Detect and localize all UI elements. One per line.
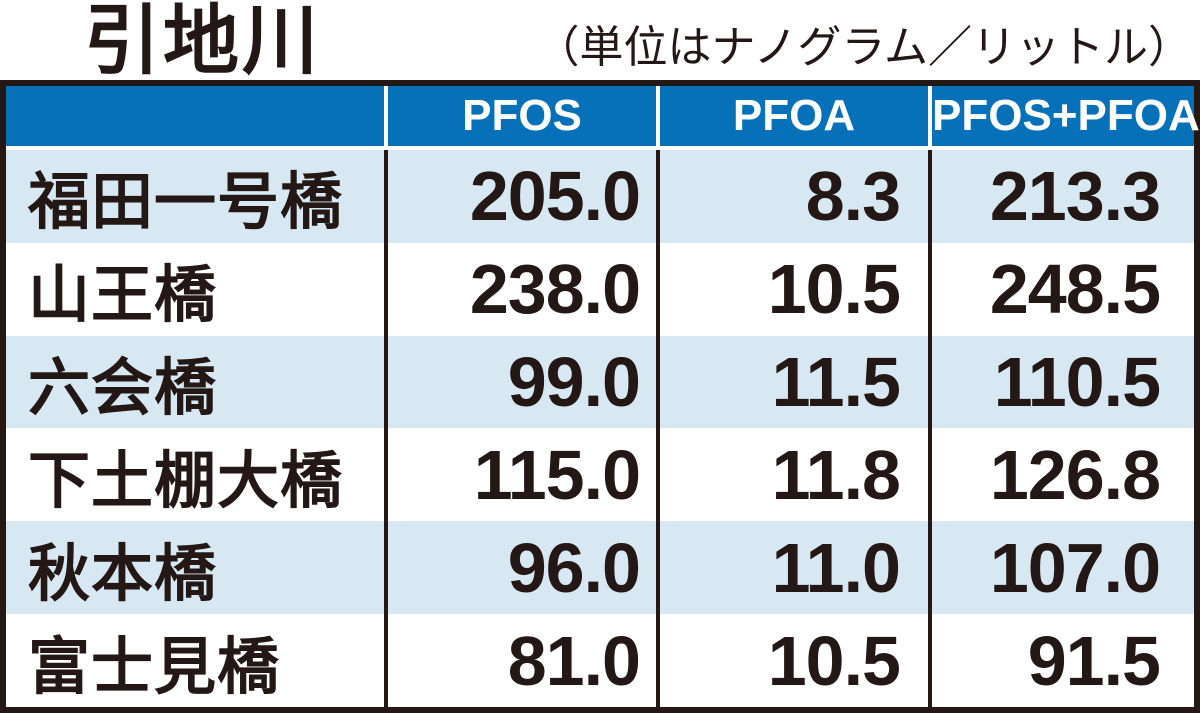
pfoa-value-cell: 10.5 — [656, 614, 928, 707]
pfos-value-cell: 115.0 — [384, 428, 656, 522]
table-row: 富士見橋 81.0 10.5 91.5 — [6, 614, 1194, 707]
station-name-cell: 福田一号橋 — [28, 168, 344, 238]
pfoa-value-cell: 11.0 — [656, 521, 928, 615]
pfos-value-cell: 205.0 — [384, 150, 656, 243]
table-header-row: PFOS PFOA PFOS+PFOA — [6, 86, 1200, 150]
pfoa-value-cell: 8.3 — [656, 150, 928, 243]
header-cell-pfos: PFOS — [384, 86, 656, 146]
river-title: 引地川 — [84, 0, 321, 84]
station-name-cell: 山王橋 — [28, 261, 218, 331]
table-row: 六会橋 99.0 11.5 110.5 — [6, 335, 1194, 429]
header-cell-pfos-pfoa: PFOS+PFOA — [928, 86, 1200, 146]
table-row: 秋本橋 96.0 11.0 107.0 — [6, 521, 1194, 615]
pfoa-value-cell: 11.5 — [656, 335, 928, 429]
pfos-value-cell: 81.0 — [384, 614, 656, 707]
pfos-value-cell: 96.0 — [384, 521, 656, 615]
table-body: 福田一号橋 205.0 8.3 213.3 山王橋 238.0 10.5 248… — [6, 150, 1194, 707]
pfos-pfoa-total-cell: 91.5 — [928, 614, 1194, 707]
pfos-pfoa-total-cell: 248.5 — [928, 242, 1194, 336]
pfoa-value-cell: 11.8 — [656, 428, 928, 522]
table-row: 下土棚大橋 115.0 11.8 126.8 — [6, 428, 1194, 522]
station-name-cell: 下土棚大橋 — [28, 446, 344, 516]
header-cell-pfoa: PFOA — [656, 86, 928, 146]
station-name-cell: 富士見橋 — [28, 632, 281, 702]
pfos-pfoa-total-cell: 110.5 — [928, 335, 1194, 429]
unit-note: （単位はナノグラム／リットル） — [535, 23, 1192, 72]
pfos-value-cell: 238.0 — [384, 242, 656, 336]
pfos-pfoa-total-cell: 213.3 — [928, 150, 1194, 243]
pfoa-value-cell: 10.5 — [656, 242, 928, 336]
pfos-pfoa-total-cell: 107.0 — [928, 521, 1194, 615]
table-row: 福田一号橋 205.0 8.3 213.3 — [6, 150, 1194, 243]
measurement-table: PFOS PFOA PFOS+PFOA 福田一号橋 205.0 8.3 213.… — [0, 80, 1200, 713]
station-name-cell: 秋本橋 — [28, 539, 218, 609]
table-row: 山王橋 238.0 10.5 248.5 — [6, 242, 1194, 336]
pfos-pfoa-total-cell: 126.8 — [928, 428, 1194, 522]
station-name-cell: 六会橋 — [28, 354, 218, 424]
caption-bar: 引地川 （単位はナノグラム／リットル） — [0, 0, 1200, 80]
pfos-value-cell: 99.0 — [384, 335, 656, 429]
header-cell-station — [6, 86, 384, 146]
